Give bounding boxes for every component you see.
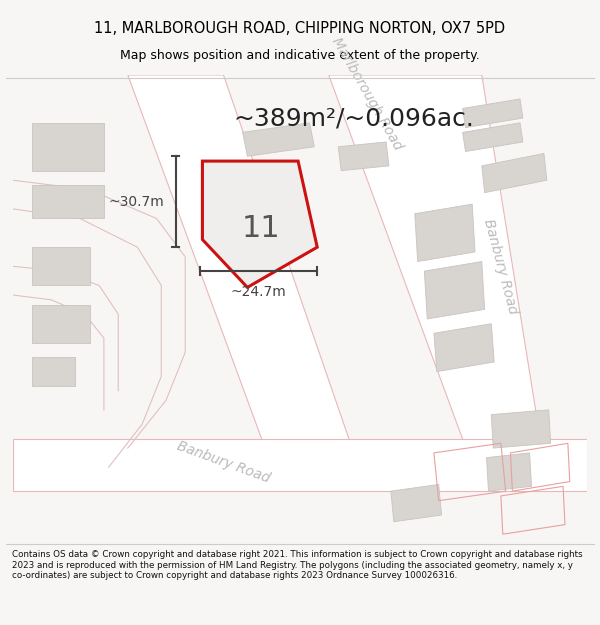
Polygon shape xyxy=(32,185,104,219)
Polygon shape xyxy=(463,99,523,127)
Text: ~30.7m: ~30.7m xyxy=(109,195,164,209)
Polygon shape xyxy=(32,123,104,171)
Polygon shape xyxy=(32,304,89,343)
Text: 11: 11 xyxy=(242,214,281,243)
Polygon shape xyxy=(415,204,475,261)
Polygon shape xyxy=(463,123,523,151)
Polygon shape xyxy=(482,154,547,192)
Polygon shape xyxy=(242,123,314,156)
Polygon shape xyxy=(491,410,551,448)
Polygon shape xyxy=(32,357,75,386)
Polygon shape xyxy=(434,324,494,371)
Polygon shape xyxy=(13,439,587,491)
Polygon shape xyxy=(424,261,485,319)
Text: Banbury Road: Banbury Road xyxy=(481,217,520,316)
Polygon shape xyxy=(338,142,389,171)
Polygon shape xyxy=(252,194,308,238)
Polygon shape xyxy=(329,75,549,491)
Text: ~389m²/~0.096ac.: ~389m²/~0.096ac. xyxy=(233,106,474,130)
Text: Marlborough Road: Marlborough Road xyxy=(329,36,405,153)
Polygon shape xyxy=(202,161,317,288)
Polygon shape xyxy=(32,248,89,286)
Polygon shape xyxy=(128,75,367,491)
Text: Map shows position and indicative extent of the property.: Map shows position and indicative extent… xyxy=(120,49,480,62)
Text: ~24.7m: ~24.7m xyxy=(230,286,286,299)
Polygon shape xyxy=(391,484,442,522)
Text: 11, MARLBOROUGH ROAD, CHIPPING NORTON, OX7 5PD: 11, MARLBOROUGH ROAD, CHIPPING NORTON, O… xyxy=(94,21,506,36)
Polygon shape xyxy=(487,453,532,491)
Text: Banbury Road: Banbury Road xyxy=(175,439,272,486)
Text: Contains OS data © Crown copyright and database right 2021. This information is : Contains OS data © Crown copyright and d… xyxy=(12,550,583,580)
